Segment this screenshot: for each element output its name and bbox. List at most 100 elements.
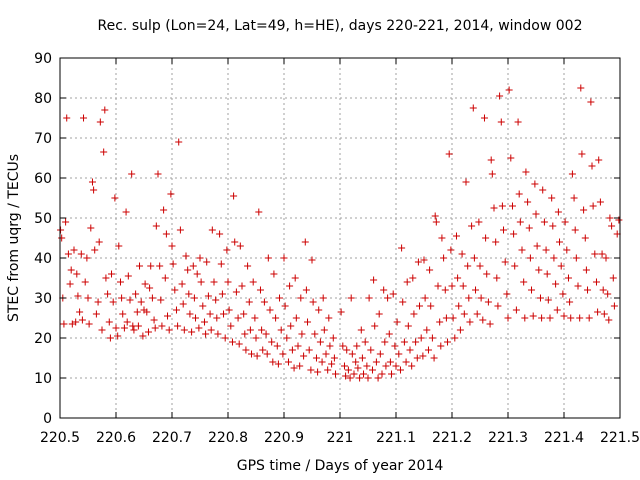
data-point — [413, 354, 421, 362]
data-point — [112, 324, 120, 332]
data-point — [80, 114, 88, 122]
data-point — [94, 298, 102, 306]
data-point — [570, 194, 578, 202]
data-point — [391, 342, 399, 350]
data-point — [568, 170, 576, 178]
data-point — [511, 262, 519, 270]
data-point — [62, 218, 70, 226]
data-point — [309, 298, 317, 306]
data-point — [552, 280, 560, 288]
data-point — [227, 322, 235, 330]
data-point — [466, 318, 474, 326]
data-point — [548, 194, 556, 202]
data-point — [420, 256, 428, 264]
data-point — [58, 234, 66, 242]
data-point — [434, 282, 442, 290]
data-point — [283, 334, 291, 342]
data-point — [225, 306, 233, 314]
data-point — [151, 324, 159, 332]
y-tick-label: 40 — [34, 251, 52, 267]
data-point — [427, 302, 435, 310]
data-point — [78, 316, 86, 324]
data-point — [109, 298, 117, 306]
x-tick-label: 220.9 — [264, 430, 304, 446]
y-axis-label: STEC from uqrg / TECUs — [6, 154, 22, 322]
data-point — [472, 286, 480, 294]
y-tick-label: 80 — [34, 91, 52, 107]
x-tick-label: 220.8 — [208, 430, 248, 446]
data-point — [126, 296, 134, 304]
data-point — [179, 300, 187, 308]
data-point — [186, 310, 194, 318]
data-point — [184, 266, 192, 274]
data-point — [408, 362, 416, 370]
data-point — [248, 350, 256, 358]
grid — [60, 58, 620, 418]
data-point — [522, 168, 530, 176]
data-point — [91, 246, 99, 254]
data-point — [164, 312, 172, 320]
data-point — [599, 286, 607, 294]
data-point — [85, 320, 93, 328]
data-point — [578, 150, 586, 158]
data-point — [152, 222, 160, 230]
data-point — [504, 314, 512, 322]
data-point — [587, 98, 595, 106]
data-point — [344, 366, 352, 374]
data-point — [497, 118, 505, 126]
data-point — [507, 154, 515, 162]
data-point — [518, 246, 526, 254]
data-point — [292, 314, 300, 322]
data-point — [199, 302, 207, 310]
data-point — [81, 278, 89, 286]
data-point — [585, 314, 593, 322]
data-point — [234, 314, 242, 322]
data-point — [594, 308, 602, 316]
data-point — [279, 350, 287, 358]
data-point — [525, 224, 533, 232]
data-point — [139, 332, 147, 340]
data-point — [553, 306, 561, 314]
data-point — [216, 230, 224, 238]
data-point — [484, 298, 492, 306]
data-point — [584, 286, 592, 294]
data-point — [315, 306, 323, 314]
data-point — [224, 278, 232, 286]
data-point — [111, 194, 119, 202]
data-point — [133, 308, 141, 316]
data-point — [241, 330, 249, 338]
data-point — [479, 316, 487, 324]
data-point — [500, 226, 508, 234]
data-point — [440, 254, 448, 262]
data-point — [77, 250, 85, 258]
data-point — [98, 326, 106, 334]
data-point — [346, 374, 354, 382]
data-point — [524, 198, 532, 206]
y-tick-label: 10 — [34, 371, 52, 387]
data-point — [253, 352, 261, 360]
data-point — [238, 282, 246, 290]
x-tick-label: 221.2 — [432, 430, 472, 446]
data-point — [447, 246, 455, 254]
data-point — [332, 370, 340, 378]
data-point — [608, 222, 616, 230]
data-point — [493, 274, 501, 282]
data-point — [576, 314, 584, 322]
data-point — [106, 334, 114, 342]
data-point — [144, 328, 152, 336]
data-point — [176, 226, 184, 234]
data-point — [328, 360, 336, 368]
data-point — [441, 286, 449, 294]
data-point — [419, 352, 427, 360]
data-point — [134, 322, 142, 330]
data-point — [510, 230, 518, 238]
data-point — [116, 278, 124, 286]
data-point — [561, 218, 569, 226]
data-point — [270, 270, 278, 278]
data-point — [539, 186, 547, 194]
data-point — [536, 294, 544, 302]
data-point — [375, 310, 383, 318]
data-point — [193, 270, 201, 278]
y-tick-label: 60 — [34, 171, 52, 187]
data-point — [357, 326, 365, 334]
